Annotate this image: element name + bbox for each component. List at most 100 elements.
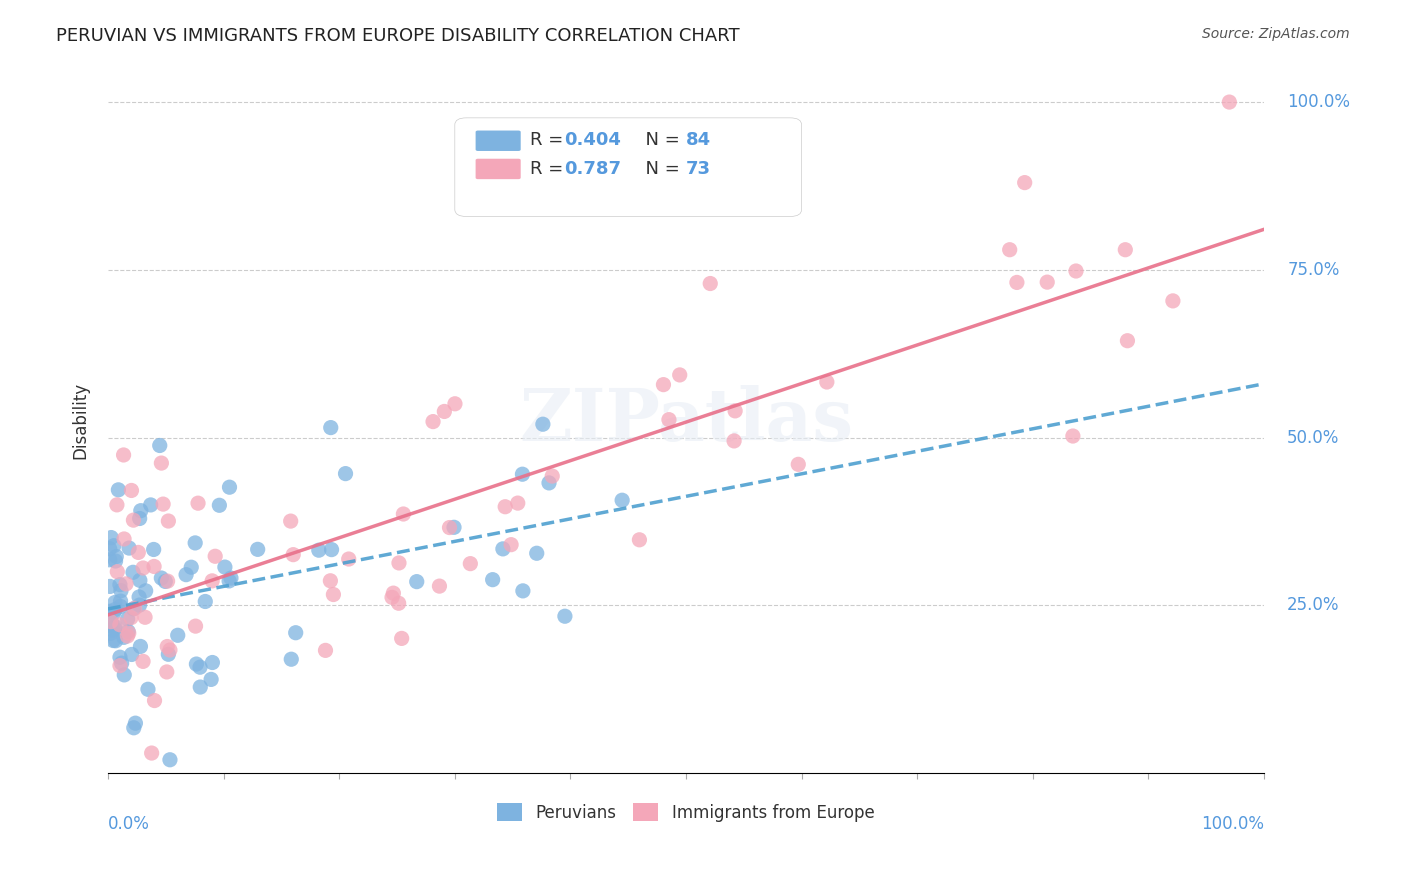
Text: 50.0%: 50.0% [1286, 429, 1340, 447]
Immigrants from Europe [429, 579, 451, 593]
Peruvians [105, 549, 128, 564]
Immigrants from Europe [117, 629, 139, 643]
Peruvians [98, 604, 121, 618]
Peruvians [98, 553, 121, 567]
Peruvians [104, 595, 127, 609]
Immigrants from Europe [724, 404, 747, 418]
Text: N =: N = [634, 160, 686, 178]
Immigrants from Europe [998, 243, 1021, 257]
Immigrants from Europe [319, 574, 342, 588]
Immigrants from Europe [100, 615, 122, 629]
Peruvians [98, 579, 121, 593]
Immigrants from Europe [184, 619, 207, 633]
Text: 73: 73 [686, 160, 711, 178]
Immigrants from Europe [1116, 334, 1139, 348]
Peruvians [103, 539, 125, 553]
Immigrants from Europe [1062, 429, 1084, 443]
Peruvians [128, 574, 150, 588]
Peruvians [122, 721, 145, 735]
Peruvians [136, 682, 159, 697]
Immigrants from Europe [439, 520, 461, 534]
Immigrants from Europe [388, 596, 411, 610]
Immigrants from Europe [115, 577, 138, 591]
Peruvians [124, 716, 146, 731]
Immigrants from Europe [1036, 275, 1059, 289]
Peruvians [321, 542, 343, 557]
Immigrants from Europe [787, 458, 810, 472]
Peruvians [157, 647, 180, 661]
Peruvians [128, 511, 150, 525]
Immigrants from Europe [112, 448, 135, 462]
Text: ZIPatlas: ZIPatlas [519, 385, 853, 457]
Immigrants from Europe [422, 415, 444, 429]
Peruvians [149, 438, 172, 452]
Text: 0.787: 0.787 [565, 160, 621, 178]
Immigrants from Europe [156, 640, 179, 654]
Peruvians [122, 566, 145, 580]
FancyBboxPatch shape [475, 159, 520, 179]
Peruvians [108, 650, 131, 665]
Peruvians [443, 520, 465, 534]
Immigrants from Europe [108, 617, 131, 632]
Peruvians [218, 574, 240, 588]
Y-axis label: Disability: Disability [72, 383, 89, 459]
Immigrants from Europe [668, 368, 690, 382]
Peruvians [110, 583, 132, 598]
Immigrants from Europe [132, 561, 155, 575]
Immigrants from Europe [699, 277, 721, 291]
Text: 84: 84 [686, 131, 711, 149]
Immigrants from Europe [122, 513, 145, 527]
Peruvians [135, 583, 157, 598]
Peruvians [98, 626, 121, 640]
Peruvians [104, 554, 127, 568]
Immigrants from Europe [381, 591, 404, 605]
Peruvians [103, 606, 125, 620]
Text: 75.0%: 75.0% [1286, 260, 1340, 279]
Immigrants from Europe [127, 545, 149, 559]
Immigrants from Europe [124, 601, 146, 615]
Peruvians [103, 622, 125, 636]
Immigrants from Europe [1114, 243, 1136, 257]
Peruvians [246, 542, 269, 557]
Immigrants from Europe [392, 507, 415, 521]
Peruvians [155, 574, 177, 589]
Immigrants from Europe [204, 549, 226, 564]
Immigrants from Europe [652, 377, 675, 392]
Immigrants from Europe [143, 693, 166, 707]
Peruvians [98, 612, 121, 626]
Immigrants from Europe [283, 548, 305, 562]
Immigrants from Europe [1014, 176, 1036, 190]
Peruvians [188, 660, 211, 674]
Peruvians [104, 633, 127, 648]
Immigrants from Europe [187, 496, 209, 510]
Peruvians [554, 609, 576, 624]
Peruvians [280, 652, 302, 666]
Peruvians [128, 598, 150, 612]
Immigrants from Europe [118, 626, 141, 640]
Immigrants from Europe [388, 556, 411, 570]
Text: R =: R = [530, 131, 569, 149]
Immigrants from Europe [315, 643, 337, 657]
Peruvians [194, 594, 217, 608]
Immigrants from Europe [723, 434, 745, 448]
Peruvians [284, 625, 307, 640]
Immigrants from Europe [105, 565, 128, 579]
Text: 100.0%: 100.0% [1201, 815, 1264, 833]
Immigrants from Europe [815, 375, 838, 389]
Immigrants from Europe [120, 610, 142, 624]
Peruvians [186, 657, 208, 671]
Immigrants from Europe [1218, 95, 1240, 109]
Peruvians [103, 633, 125, 648]
Peruvians [117, 612, 139, 626]
Peruvians [112, 631, 135, 645]
Peruvians [100, 616, 122, 631]
Legend: Peruvians, Immigrants from Europe: Peruvians, Immigrants from Europe [491, 797, 882, 829]
Peruvians [319, 420, 342, 434]
Peruvians [492, 541, 515, 556]
Peruvians [219, 571, 242, 585]
Peruvians [201, 656, 224, 670]
Peruvians [112, 668, 135, 682]
Peruvians [214, 560, 236, 574]
Immigrants from Europe [141, 746, 163, 760]
Peruvians [531, 417, 554, 432]
